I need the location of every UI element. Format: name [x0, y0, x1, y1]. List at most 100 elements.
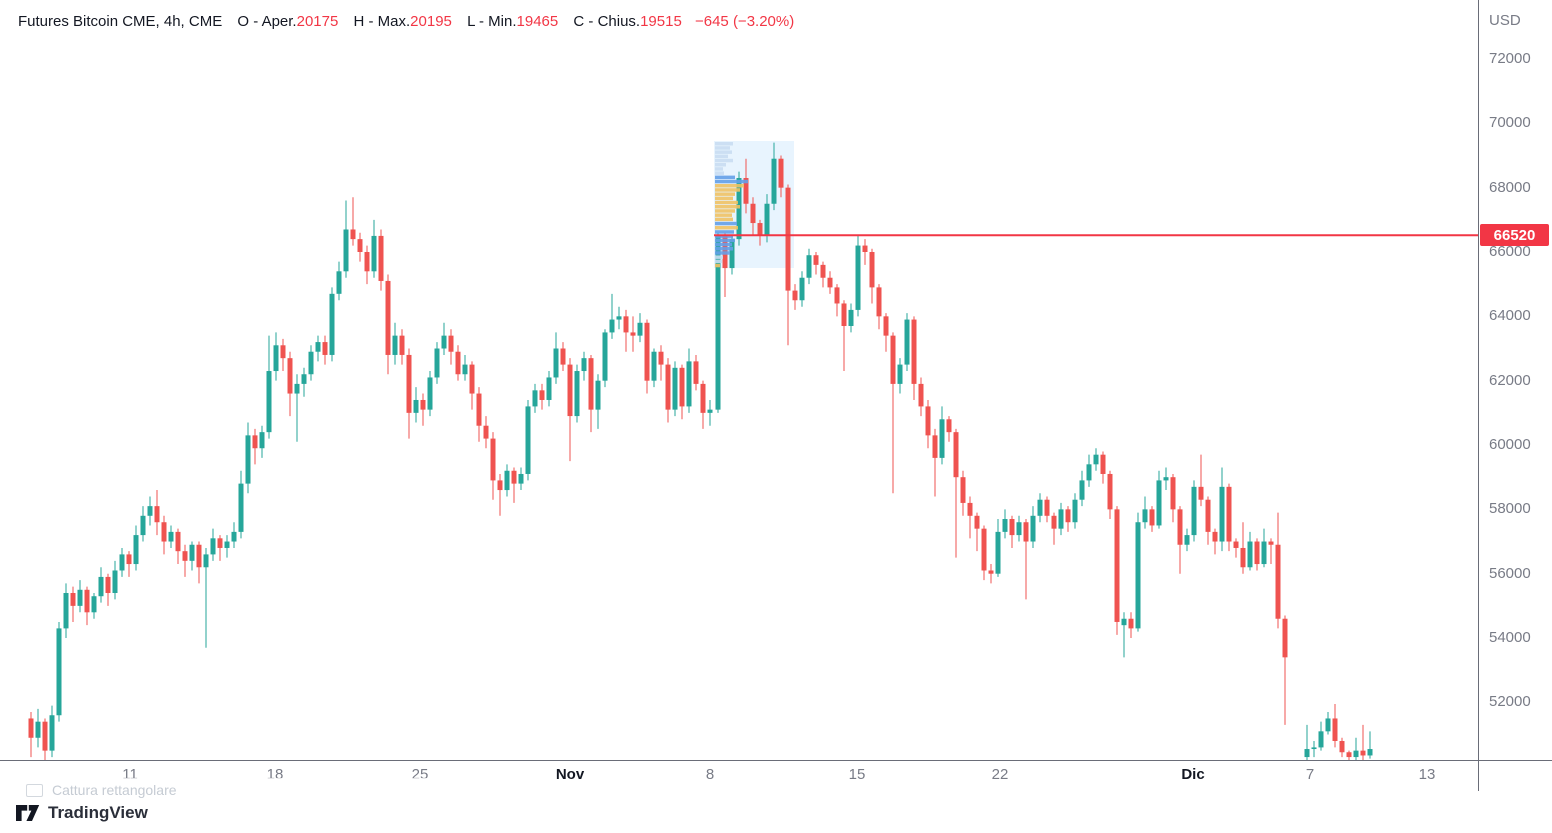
candle-body — [981, 528, 987, 571]
volume-profile-row — [715, 184, 744, 188]
time-axis-separator — [0, 760, 1552, 761]
candle-body — [651, 351, 657, 381]
candle-body — [35, 721, 41, 738]
candle-body — [1318, 731, 1324, 748]
candle-body — [1233, 541, 1239, 548]
candle-body — [441, 335, 447, 349]
volume-profile-row — [715, 175, 735, 180]
candle-body — [897, 364, 903, 384]
volume-profile-row — [715, 192, 735, 196]
volume-profile-row — [715, 142, 733, 146]
candle-body — [343, 229, 349, 272]
candle-body — [1121, 618, 1127, 626]
candle-body — [476, 393, 482, 426]
candle-body — [658, 351, 664, 365]
candle-body — [820, 264, 826, 278]
candle-body — [49, 715, 55, 751]
volume-profile-row — [715, 150, 732, 154]
candle-body — [28, 718, 34, 738]
candle-body — [553, 348, 559, 378]
volume-profile-row — [715, 146, 730, 150]
candle-body — [743, 178, 749, 204]
candle-body — [1128, 618, 1134, 629]
candle-body — [1275, 544, 1281, 619]
candle-body — [1044, 499, 1050, 516]
candle-body — [518, 473, 524, 484]
candle-body — [932, 435, 938, 458]
candle-body — [294, 383, 300, 394]
candle-body — [1163, 477, 1169, 481]
candle-body — [953, 432, 959, 478]
volume-profile-row — [715, 226, 738, 230]
candle-body — [1346, 752, 1352, 758]
open-value: 20175 — [296, 13, 339, 30]
volume-profile-row — [715, 221, 737, 226]
price-tick-label: 72000 — [1489, 49, 1531, 67]
candle-body — [427, 377, 433, 410]
candle-body — [357, 239, 363, 252]
volume-profile-row — [715, 251, 730, 255]
candle-body — [91, 596, 97, 613]
candle-body — [511, 470, 517, 484]
volume-profile-row — [715, 230, 734, 234]
candle-body — [175, 531, 181, 552]
candle-body — [532, 390, 538, 407]
price-tick-label: 54000 — [1489, 629, 1531, 647]
price-tick-label: 66000 — [1489, 243, 1531, 260]
volume-profile-row — [715, 179, 748, 184]
price-axis[interactable]: 72000 70000 68000 66000 64000 62000 60000 58000… — [1479, 0, 1552, 760]
candle-body — [497, 480, 503, 491]
volume-profile-row — [715, 188, 740, 192]
candle-body — [939, 419, 945, 458]
price-tick-label: 52000 — [1489, 693, 1531, 711]
candle-body — [280, 345, 286, 359]
candle-body — [196, 544, 202, 568]
candle-body — [679, 367, 685, 407]
candle-body — [56, 628, 62, 716]
candle-body — [750, 203, 756, 224]
candle-body — [995, 531, 1001, 574]
candle-body — [189, 544, 195, 561]
candle-body — [806, 255, 812, 278]
price-line-badge: 66520 — [1480, 224, 1549, 247]
candle-body — [911, 319, 917, 384]
candle-body — [1212, 531, 1218, 542]
candle-body — [238, 483, 244, 532]
candle-body — [869, 252, 875, 288]
volume-profile-row — [715, 213, 732, 217]
candle-body — [988, 570, 994, 574]
candle-body — [1114, 509, 1120, 622]
candle-body — [834, 287, 840, 304]
candle-body — [546, 377, 552, 400]
candle-body — [1072, 499, 1078, 523]
candle-body — [63, 593, 69, 629]
change-value: −645 (−3.20%) — [694, 13, 795, 30]
candle-body — [1254, 541, 1260, 565]
price-tick-label: 56000 — [1489, 564, 1531, 582]
volume-profile-row — [715, 217, 733, 222]
candle-body — [301, 374, 307, 384]
candle-body — [406, 354, 412, 413]
tradingview-logo[interactable]: TradingView — [16, 802, 148, 824]
candle-body — [918, 383, 924, 407]
candle-body — [322, 342, 328, 355]
candle-body — [799, 277, 805, 301]
candle-body — [112, 570, 118, 594]
candle-body — [469, 364, 475, 394]
candle-body — [623, 316, 629, 333]
candle-body — [259, 432, 265, 449]
candle-body — [105, 576, 111, 594]
candle-body — [231, 531, 237, 542]
candle-body — [693, 361, 699, 384]
candle-body — [1086, 464, 1092, 481]
candle-body — [560, 348, 566, 365]
candle-body — [785, 187, 791, 291]
price-tick-label: 58000 — [1489, 500, 1531, 518]
candlestick-series[interactable] — [28, 142, 1373, 761]
candle-body — [778, 158, 784, 188]
candle-body — [771, 158, 777, 204]
volume-profile-row — [715, 171, 724, 175]
candle-body — [378, 235, 384, 281]
volume-profile-row — [715, 238, 735, 243]
